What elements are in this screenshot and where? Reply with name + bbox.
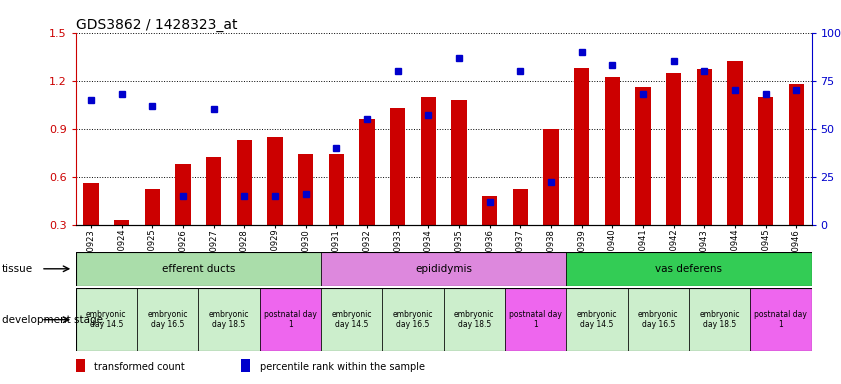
Text: development stage: development stage xyxy=(2,314,103,325)
Text: vas deferens: vas deferens xyxy=(655,264,722,274)
Bar xyxy=(420,97,436,225)
Bar xyxy=(574,68,590,225)
Bar xyxy=(175,164,191,225)
Bar xyxy=(635,87,651,225)
Bar xyxy=(444,288,505,351)
Bar xyxy=(789,84,804,225)
Bar xyxy=(260,288,321,351)
Bar xyxy=(750,288,812,351)
Text: embryonic
day 18.5: embryonic day 18.5 xyxy=(209,310,249,329)
Bar xyxy=(758,97,773,225)
Bar xyxy=(383,288,444,351)
Bar xyxy=(627,288,689,351)
Bar xyxy=(390,108,405,225)
Bar xyxy=(566,252,812,286)
Bar xyxy=(452,100,467,225)
Bar xyxy=(206,157,221,225)
Bar xyxy=(241,359,250,372)
Bar xyxy=(267,137,283,225)
Bar xyxy=(321,252,566,286)
Bar xyxy=(114,220,130,225)
Bar xyxy=(543,129,558,225)
Text: percentile rank within the sample: percentile rank within the sample xyxy=(260,362,425,372)
Bar xyxy=(689,288,750,351)
Text: embryonic
day 14.5: embryonic day 14.5 xyxy=(86,310,127,329)
Bar xyxy=(298,154,314,225)
Bar xyxy=(83,183,98,225)
Text: embryonic
day 18.5: embryonic day 18.5 xyxy=(454,310,495,329)
Text: transformed count: transformed count xyxy=(94,362,185,372)
Bar xyxy=(145,189,160,225)
Bar xyxy=(137,288,198,351)
Text: postnatal day
1: postnatal day 1 xyxy=(754,310,807,329)
Bar xyxy=(666,73,681,225)
Bar xyxy=(76,288,137,351)
Text: epididymis: epididymis xyxy=(415,264,472,274)
Bar xyxy=(727,61,743,225)
Bar xyxy=(76,252,321,286)
Text: embryonic
day 16.5: embryonic day 16.5 xyxy=(638,310,679,329)
Bar xyxy=(513,189,528,225)
Text: embryonic
day 18.5: embryonic day 18.5 xyxy=(700,310,740,329)
Text: embryonic
day 14.5: embryonic day 14.5 xyxy=(331,310,372,329)
Text: postnatal day
1: postnatal day 1 xyxy=(264,310,317,329)
Bar xyxy=(605,78,620,225)
Bar xyxy=(321,288,383,351)
Bar xyxy=(696,70,712,225)
Text: postnatal day
1: postnatal day 1 xyxy=(509,310,562,329)
Bar xyxy=(359,119,374,225)
Bar xyxy=(482,196,497,225)
Bar xyxy=(236,140,252,225)
Text: embryonic
day 16.5: embryonic day 16.5 xyxy=(147,310,188,329)
Text: embryonic
day 16.5: embryonic day 16.5 xyxy=(393,310,433,329)
Bar xyxy=(198,288,260,351)
Text: GDS3862 / 1428323_at: GDS3862 / 1428323_at xyxy=(76,18,237,31)
Text: tissue: tissue xyxy=(2,264,33,274)
Text: embryonic
day 14.5: embryonic day 14.5 xyxy=(577,310,617,329)
Bar xyxy=(76,359,84,372)
Bar xyxy=(329,154,344,225)
Text: efferent ducts: efferent ducts xyxy=(161,264,235,274)
Bar xyxy=(505,288,566,351)
Bar xyxy=(566,288,627,351)
